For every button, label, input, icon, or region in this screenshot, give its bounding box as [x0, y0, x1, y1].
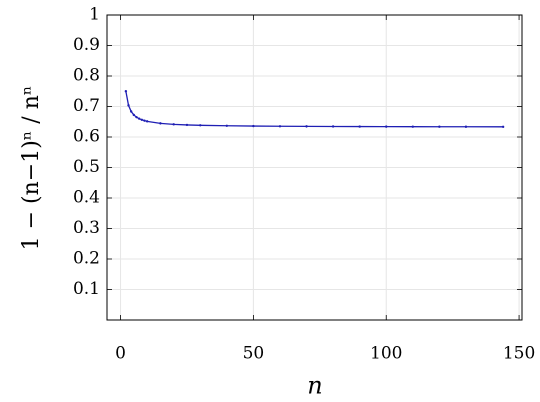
data-point	[135, 115, 138, 119]
x-tick-label: 150	[503, 344, 535, 364]
data-point	[305, 125, 308, 128]
data-point	[132, 113, 136, 117]
data-point	[225, 124, 229, 127]
y-tick-label: 0.2	[73, 249, 100, 269]
data-point	[143, 119, 146, 122]
data-point	[501, 125, 505, 129]
y-tick-label: 1	[89, 5, 100, 25]
data-point	[358, 125, 361, 128]
data-point	[127, 104, 130, 107]
data-point	[185, 123, 189, 127]
y-tick-label: 0.5	[73, 157, 100, 177]
data-point	[159, 122, 162, 125]
data-point	[172, 123, 175, 126]
data-point	[140, 118, 144, 121]
y-tick-label: 0.9	[73, 35, 100, 55]
data-point	[464, 125, 468, 128]
data-point	[145, 120, 149, 123]
data-point	[438, 125, 441, 128]
y-tick-label: 0.7	[73, 96, 100, 116]
data-point	[252, 124, 255, 128]
x-tick-label: 50	[243, 344, 265, 364]
data-point	[129, 110, 133, 113]
y-axis-label: 1 − (n−1)ⁿ / nⁿ	[19, 86, 44, 251]
data-point	[199, 124, 202, 127]
x-axis-label: n	[307, 372, 322, 400]
y-tick-label: 0.8	[73, 66, 100, 86]
data-point	[278, 125, 282, 128]
x-tick-label: 100	[370, 344, 402, 364]
data-line	[125, 91, 504, 128]
y-tick-label: 0.4	[73, 188, 100, 208]
plot-frame	[106, 14, 523, 321]
data-point	[385, 125, 388, 128]
x-tick-label: 0	[115, 344, 126, 364]
data-point	[137, 117, 141, 120]
y-tick-label: 0.1	[73, 279, 100, 299]
y-tick-label: 0.3	[73, 218, 100, 238]
data-point	[411, 125, 415, 128]
y-tick-label: 0.6	[73, 127, 100, 147]
data-point	[331, 125, 335, 128]
data-point	[124, 90, 128, 93]
